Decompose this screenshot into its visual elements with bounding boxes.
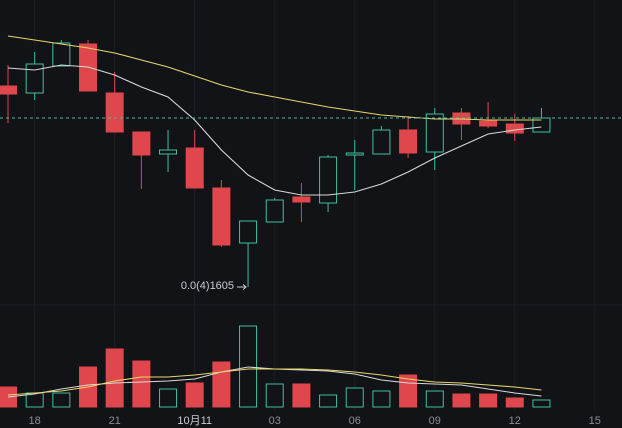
candle-body bbox=[425, 113, 444, 153]
x-tick-label: 09 bbox=[429, 415, 441, 427]
volume-bar bbox=[52, 392, 71, 408]
volume-bar bbox=[185, 382, 204, 408]
low-annotation: 0.0(4)1605 bbox=[181, 280, 234, 292]
volume-bar bbox=[159, 388, 178, 408]
x-tick-label: 06 bbox=[349, 415, 361, 427]
x-tick-label: 12 bbox=[509, 415, 521, 427]
candle-body bbox=[292, 196, 311, 203]
candle-body bbox=[479, 120, 498, 127]
annotation-arrowhead bbox=[242, 284, 247, 290]
volume-bar bbox=[132, 360, 151, 408]
volume-bar bbox=[292, 383, 311, 408]
candle-body bbox=[0, 85, 18, 95]
volume-bar bbox=[372, 390, 391, 408]
candle-body bbox=[505, 123, 524, 134]
candle-body bbox=[132, 131, 151, 156]
candle-body bbox=[319, 156, 338, 204]
volume-bar bbox=[532, 399, 551, 408]
candle-body bbox=[52, 42, 71, 67]
volume-bar bbox=[105, 348, 124, 408]
candle-body bbox=[345, 152, 364, 156]
volume-bar bbox=[505, 397, 524, 408]
candle-body bbox=[105, 92, 124, 133]
candle-body bbox=[265, 199, 284, 223]
volume-bar bbox=[479, 393, 498, 408]
candle-body bbox=[239, 220, 258, 244]
volume-bar bbox=[265, 383, 284, 408]
candle-body bbox=[372, 129, 391, 155]
moving-average-line bbox=[7, 35, 542, 121]
candle-body bbox=[212, 187, 231, 246]
volume-bar bbox=[319, 394, 338, 408]
volume-bar bbox=[425, 390, 444, 408]
candle-body bbox=[25, 63, 44, 94]
x-tick-label: 10月11 bbox=[177, 415, 212, 427]
volume-bar bbox=[345, 387, 364, 408]
moving-average-line bbox=[7, 64, 542, 196]
x-tick-label: 15 bbox=[589, 415, 601, 427]
x-tick-label: 21 bbox=[109, 415, 121, 427]
volume-moving-average-line bbox=[7, 368, 542, 396]
candle-body bbox=[159, 149, 178, 155]
candle-body bbox=[399, 129, 418, 154]
candle-body bbox=[185, 147, 204, 189]
x-tick-label: 03 bbox=[269, 415, 281, 427]
volume-bar bbox=[452, 393, 471, 408]
x-tick-label: 18 bbox=[29, 415, 41, 427]
volume-bar bbox=[212, 361, 231, 408]
